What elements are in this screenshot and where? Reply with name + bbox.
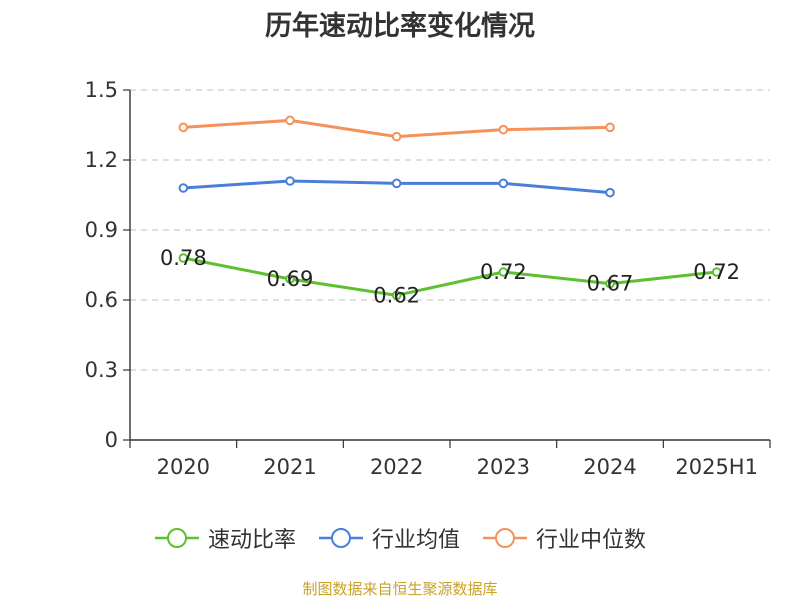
y-tick-label: 0: [105, 428, 118, 452]
x-tick-label: 2025H1: [675, 455, 758, 479]
legend-item[interactable]: 速动比率: [154, 522, 296, 554]
source-note: 制图数据来自恒生聚源数据库: [302, 580, 498, 598]
grid-lines: [130, 89, 770, 371]
legend-line-circle-icon: [483, 528, 527, 548]
series-point-0: [285, 274, 295, 284]
legend-circle: [166, 528, 187, 548]
series-point-0: [178, 253, 189, 263]
legend: 速动比率 行业均值 行业中位数: [0, 518, 800, 558]
series-point-1: [285, 176, 295, 186]
series-point-1: [391, 178, 402, 189]
data-label: 0.78: [160, 246, 207, 270]
series-point-1: [178, 183, 189, 193]
y-tick-label: 1.5: [85, 78, 118, 102]
series-group: [178, 115, 722, 301]
legend-label: 行业中位数: [536, 528, 647, 553]
series-point-2: [605, 122, 615, 133]
chart-title: 历年速动比率变化情况: [265, 11, 535, 42]
legend-label: 速动比率: [207, 528, 296, 553]
x-axis-ticks: 2020 2021 2022 2023 2024 2025H1: [157, 455, 758, 479]
data-label: 0.72: [693, 260, 740, 284]
series-point-0: [711, 267, 722, 277]
legend-line-circle-icon: [318, 528, 363, 548]
series-point-1: [605, 187, 615, 198]
data-label: 0.62: [373, 283, 420, 307]
data-label: 0.72: [480, 260, 527, 284]
series-point-2: [285, 115, 295, 126]
series-point-2: [498, 124, 509, 135]
legend-item[interactable]: 行业均值: [318, 522, 460, 554]
x-tick-label: 2021: [263, 455, 316, 479]
series-point-0: [498, 267, 509, 277]
y-tick-label: 1.2: [85, 148, 118, 172]
y-tick-label: 0.9: [85, 218, 118, 242]
series-point-0: [605, 278, 615, 289]
legend-circle: [495, 528, 515, 548]
x-tick-label: 2024: [583, 455, 636, 479]
legend-line-circle-icon: [154, 528, 199, 548]
y-axis-ticks: 0 0.3 0.6 0.9 1.2 1.5: [85, 78, 118, 452]
axes: [123, 89, 771, 448]
series-point-2: [391, 131, 402, 142]
x-tick-label: 2023: [477, 455, 530, 479]
series-point-1: [498, 178, 509, 189]
x-tick-label: 2022: [370, 455, 423, 479]
line-chart: 00.30.60.91.21.5 2020 2021 2022 2023 2024 202…: [85, 78, 771, 479]
x-tick-label: 2020: [157, 455, 210, 479]
legend-label: 行业均值: [371, 528, 460, 553]
legend-circle: [330, 528, 351, 548]
y-tick-label: 0.3: [85, 358, 118, 382]
data-labels: 0.78 0.69 0.62 0.72 0.67 0.72: [160, 246, 740, 307]
series-line-0: [183, 256, 717, 297]
series-point-2: [178, 122, 189, 133]
series-point-0: [391, 290, 402, 301]
y-tick-label: 0.6: [85, 288, 118, 312]
data-label: 0.69: [267, 267, 314, 291]
legend-item[interactable]: 行业中位数: [482, 522, 646, 554]
data-label: 0.67: [587, 272, 634, 296]
